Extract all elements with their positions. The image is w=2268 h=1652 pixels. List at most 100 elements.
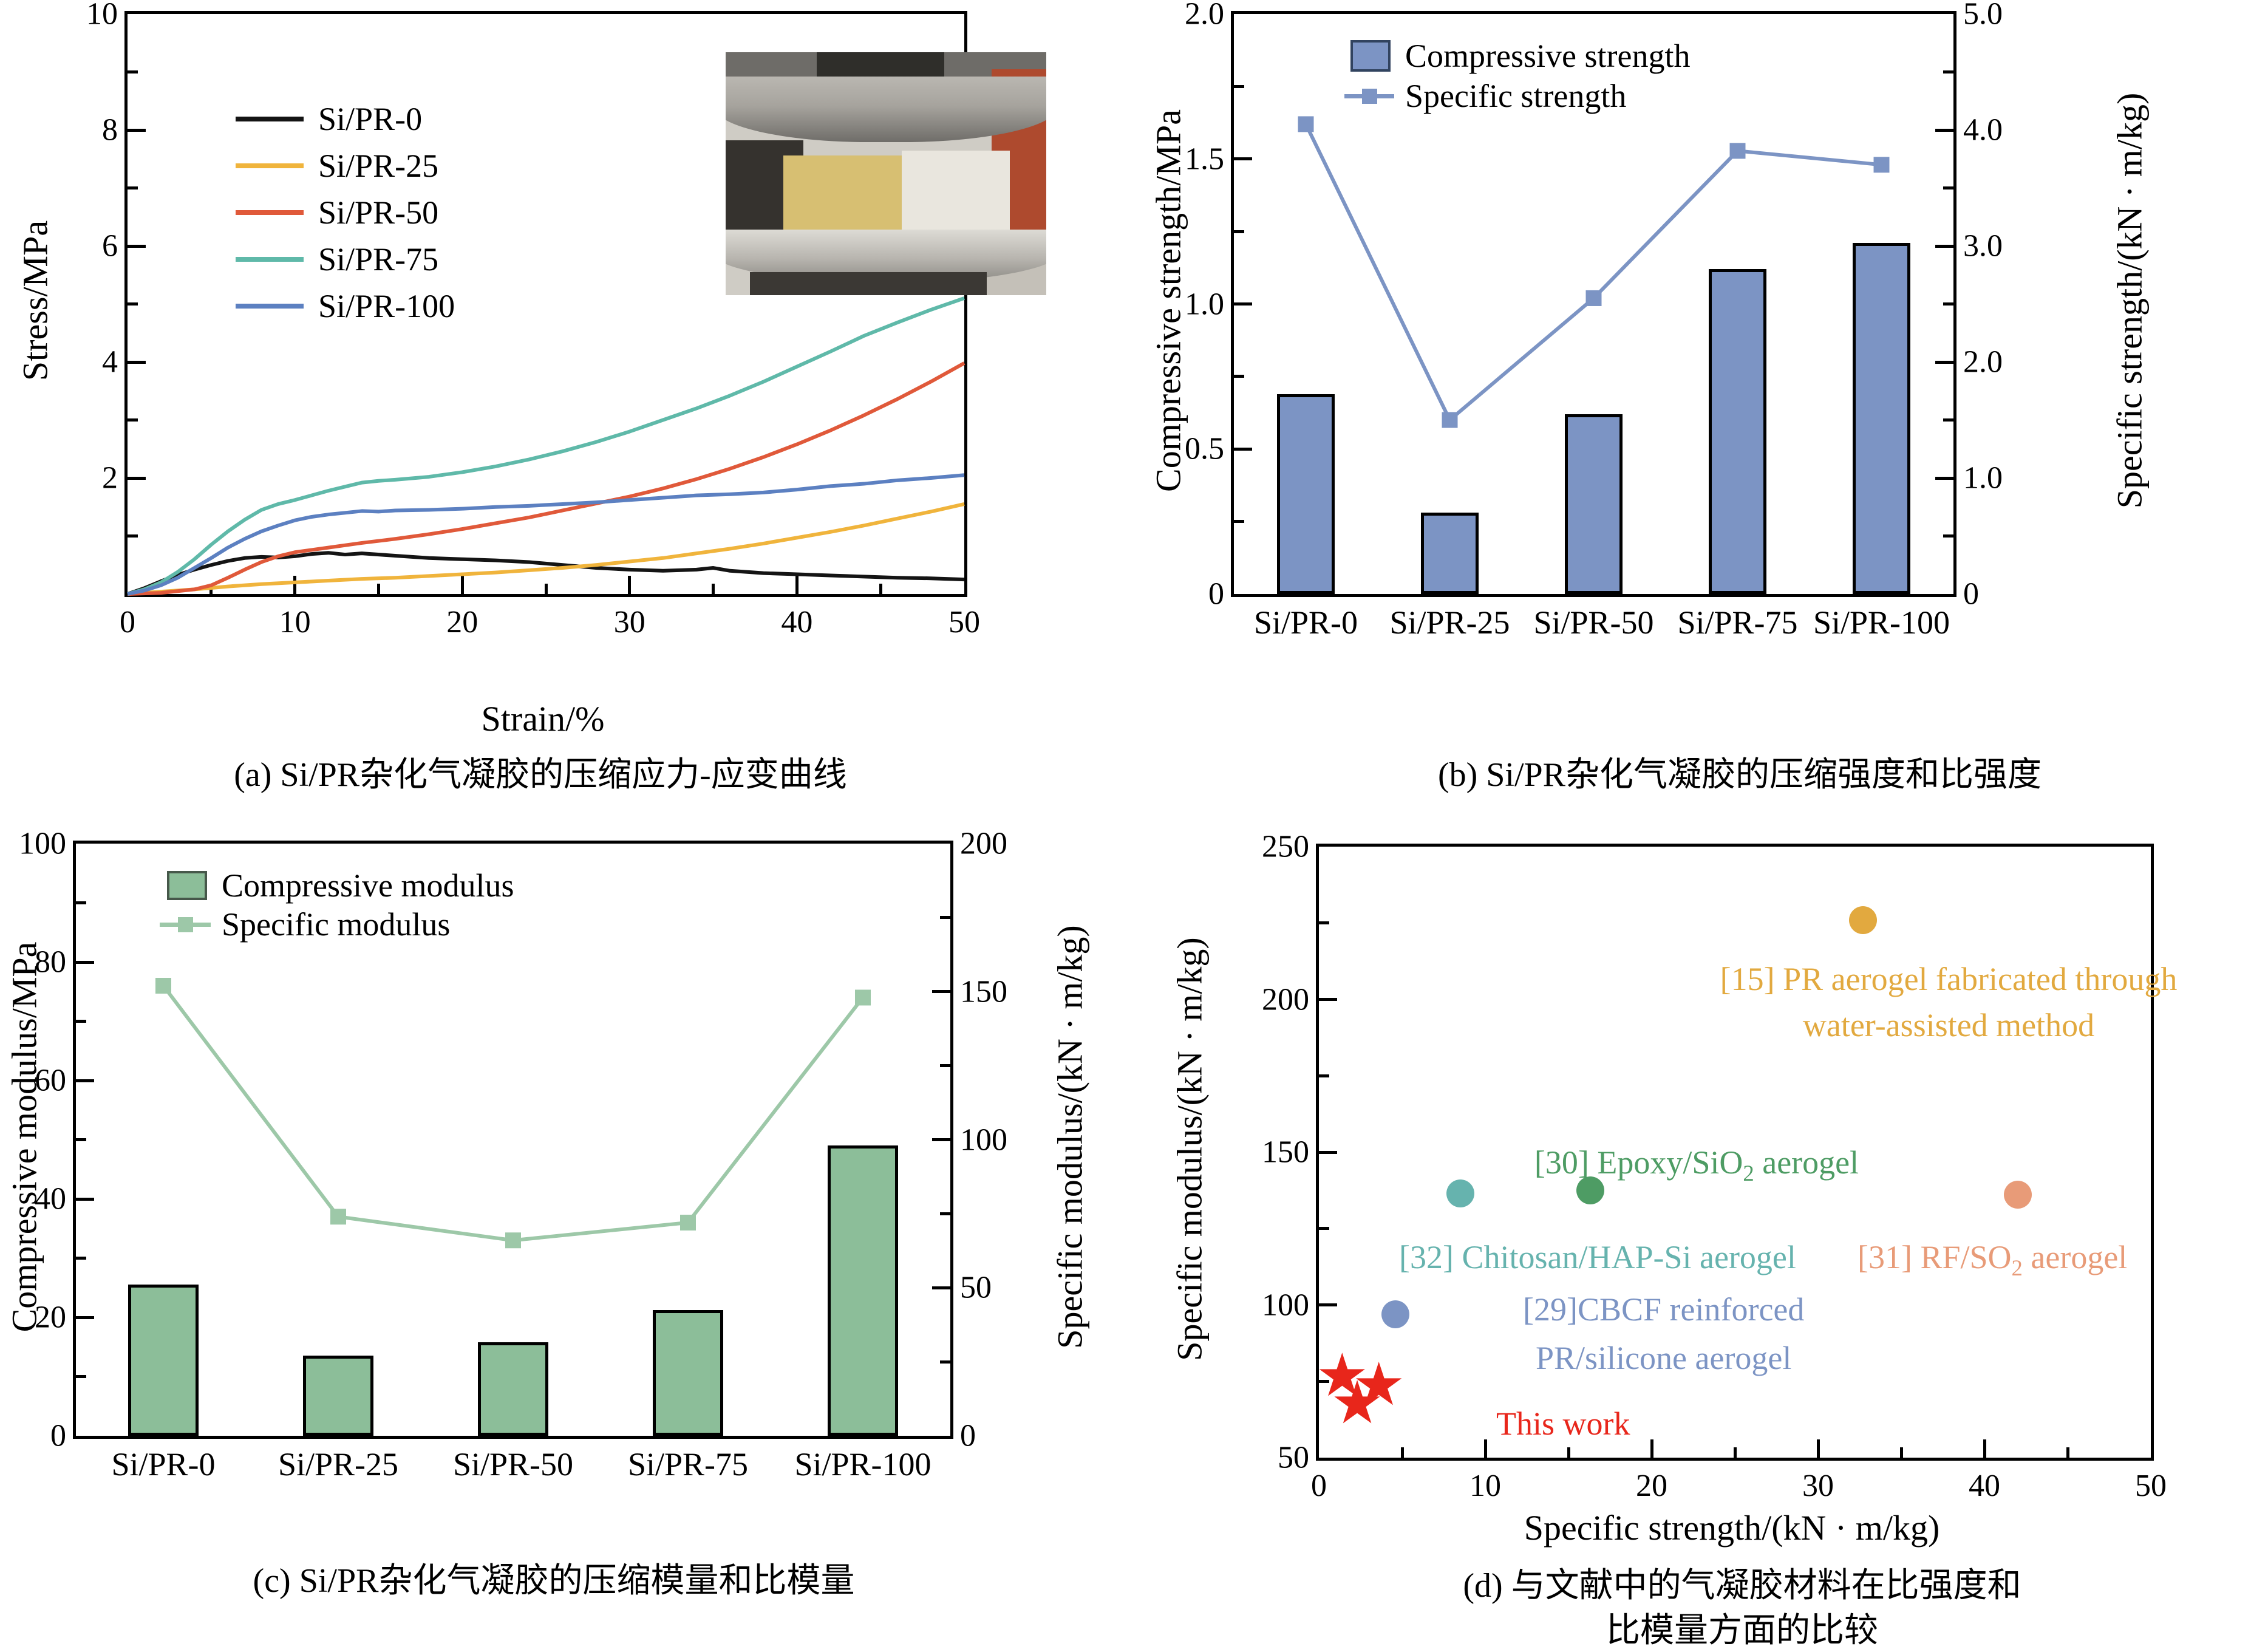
- y-tick-label: 40: [35, 1181, 66, 1217]
- legend-label: Si/PR-50: [318, 194, 439, 231]
- data-line: [127, 296, 965, 596]
- data-line: [127, 473, 965, 596]
- y-tick-label: 2.0: [1963, 344, 2003, 380]
- y-minor-tick: [940, 916, 950, 920]
- x-minor-tick: [712, 584, 715, 594]
- bar-Si/PR-50: [478, 1342, 548, 1436]
- bar-Si/PR-75: [1709, 269, 1766, 594]
- x-major-tick: [795, 576, 799, 594]
- x-minor-tick: [1400, 1447, 1404, 1458]
- y-minor-tick: [128, 534, 138, 538]
- panel-a-caption: (a) Si/PR杂化气凝胶的压缩应力-应变曲线: [234, 756, 847, 794]
- x-minor-tick: [1567, 1447, 1570, 1458]
- y-minor-tick: [1234, 230, 1244, 233]
- x-tick-label: 10: [1469, 1469, 1501, 1503]
- y-minor-tick: [76, 1257, 86, 1260]
- x-tick-label: 40: [1969, 1469, 2000, 1503]
- y-tick-label: 200: [1262, 981, 1309, 1017]
- y-tick-label: 100: [19, 826, 66, 861]
- line-marker: [1729, 143, 1746, 159]
- scatter-point-[15]: [1848, 906, 1877, 934]
- annotation-ref32: [32] Chitosan/HAP-Si aerogel: [1399, 1234, 1796, 1280]
- x-major-tick: [628, 576, 632, 594]
- y-tick-label: 2.0: [1185, 0, 1224, 32]
- panel-b-caption: (b) Si/PR杂化气凝胶的压缩强度和比强度: [1437, 756, 2042, 794]
- scatter-point-[32]: [1446, 1179, 1474, 1207]
- y-tick-label: 100: [960, 1122, 1007, 1157]
- panel-d-comparison: [15] PR aerogel fabricated through water…: [1134, 824, 2268, 1650]
- bar-Si/PR-75: [653, 1310, 723, 1436]
- line-marker-swatch: [1362, 89, 1377, 104]
- panel-d-y-axis-title: Specific modulus/(kN · m/kg): [1170, 937, 1210, 1361]
- this-work-star: ★: [1315, 1341, 1369, 1411]
- category-label: Si/PR-50: [452, 1446, 574, 1483]
- y-minor-tick: [1943, 302, 1953, 305]
- y-left-major-tick: [128, 244, 146, 248]
- y-tick-label: 5.0: [1963, 0, 2003, 32]
- scatter-point-[29]: [1381, 1300, 1410, 1328]
- line-marker: [680, 1215, 696, 1230]
- panel-c-modulus: Compressive modulus Specific modulus 0 20…: [0, 824, 1134, 1649]
- bar-Si/PR-100: [828, 1145, 898, 1436]
- category-label: Si/PR-25: [278, 1446, 399, 1483]
- annotation-text: [29]CBCF reinforced: [1523, 1291, 1805, 1328]
- data-line: [127, 361, 965, 596]
- this-work-star: ★: [1352, 1350, 1406, 1420]
- category-label: Si/PR-100: [794, 1446, 931, 1483]
- y-tick-label: 0: [50, 1418, 66, 1453]
- y-minor-tick: [940, 1212, 950, 1215]
- panel-b-left-axis-title: Compressive strength/MPa: [1148, 109, 1188, 492]
- y-left-major-tick: [1234, 157, 1252, 161]
- y-minor-tick: [1234, 84, 1244, 88]
- inset-pedestal: [750, 272, 987, 295]
- y-tick-label: 4.0: [1963, 112, 2003, 148]
- y-tick-label: 8: [102, 112, 118, 148]
- y-tick-label: 2: [102, 460, 118, 496]
- y-minor-tick: [128, 302, 138, 305]
- panel-c-caption: (c) Si/PR杂化气凝胶的压缩模量和比模量: [253, 1562, 855, 1600]
- legend-label: Si/PR-100: [318, 287, 455, 324]
- line-swatch-si-pr-25: [236, 163, 304, 168]
- legend-item: Si/PR-0: [236, 95, 455, 142]
- x-major-tick: [1483, 1439, 1487, 1458]
- y-tick-label: 0: [1208, 576, 1224, 612]
- bar-swatch-compressive-modulus: [167, 871, 207, 900]
- annotation-text: PR/silicone aerogel: [1536, 1340, 1792, 1376]
- line-marker: [505, 1232, 521, 1249]
- legend-label: Si/PR-75: [318, 241, 439, 278]
- y-minor-tick: [940, 1360, 950, 1364]
- y-minor-tick: [128, 186, 138, 189]
- line-marker: [330, 1209, 346, 1225]
- y-right-major-tick: [1935, 244, 1953, 248]
- x-tick-label: 20: [446, 605, 478, 640]
- x-major-tick: [1816, 1439, 1820, 1458]
- y-minor-tick: [1943, 70, 1953, 73]
- category-label: Si/PR-75: [627, 1446, 749, 1483]
- y-tick-label: 10: [86, 0, 118, 32]
- annotation-ref31: [31] RF/SO2 aerogel: [1858, 1234, 2127, 1291]
- y-tick-label: 80: [35, 944, 66, 980]
- legend-label: Specific strength: [1405, 78, 1627, 114]
- x-tick-label: 0: [120, 605, 135, 640]
- category-label: Si/PR-0: [111, 1446, 216, 1483]
- x-minor-tick: [376, 584, 380, 594]
- y-right-major-tick: [932, 1138, 950, 1141]
- bar-Si/PR-25: [1421, 513, 1479, 594]
- line-marker: [1873, 157, 1890, 173]
- y-tick-label: 1.5: [1185, 142, 1224, 177]
- y-tick-label: 100: [1262, 1287, 1309, 1322]
- annotation-ref15: [15] PR aerogel fabricated through water…: [1720, 956, 2178, 1048]
- y-minor-tick: [128, 418, 138, 422]
- annotation-subscript: 2: [2011, 1255, 2023, 1280]
- legend-label: Specific modulus: [222, 906, 451, 943]
- y-minor-tick: [1234, 375, 1244, 378]
- x-tick-label: 30: [613, 605, 645, 640]
- plot-b-area: Compressive strength Specific strength 0…: [1185, 0, 2003, 641]
- y-right-major-tick: [932, 990, 950, 994]
- annotation-text: [30] Epoxy/SiO: [1534, 1144, 1743, 1181]
- x-minor-tick: [879, 584, 882, 594]
- annotation-text: [15] PR aerogel fabricated through: [1720, 961, 2178, 997]
- y-tick-label: 6: [102, 228, 118, 264]
- line-swatch-si-pr-100: [236, 303, 304, 309]
